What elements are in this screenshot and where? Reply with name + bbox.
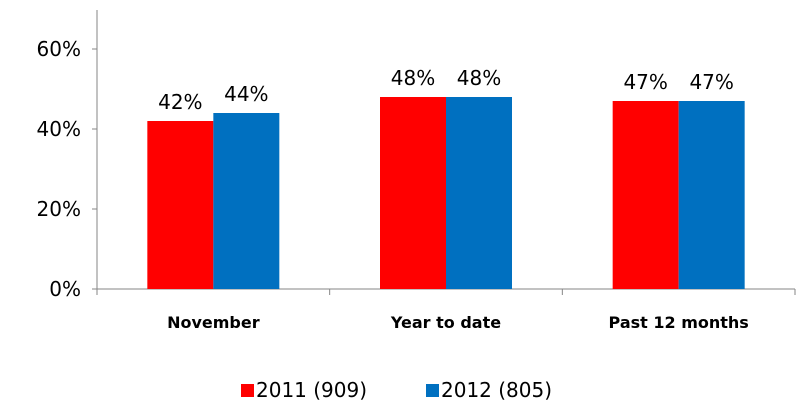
data-label: 42%: [158, 90, 202, 114]
bar-series1-1: [380, 97, 446, 289]
data-label: 48%: [391, 66, 435, 90]
y-tick-label: 40%: [37, 117, 81, 141]
data-label: 47%: [623, 70, 667, 94]
y-tick-label: 0%: [49, 277, 81, 301]
bar-series1-2: [612, 101, 679, 289]
bar-series2-1: [446, 97, 512, 289]
bar-series1-0: [147, 121, 214, 289]
legend-swatch: [426, 384, 439, 397]
category-labels: November Year to date Past 12 months: [167, 313, 749, 332]
bar-series2-0: [213, 113, 280, 289]
data-labels: 42% 44% 48% 48% 47% 47%: [158, 66, 734, 114]
bar-series2-2: [678, 101, 745, 289]
y-axis-ticks: 0% 20% 40% 60%: [37, 37, 97, 301]
chart-bars: [147, 97, 745, 289]
legend: 2011 (909) 2012 (805): [241, 378, 552, 402]
legend-swatch: [241, 384, 254, 397]
legend-label: 2012 (805): [441, 378, 552, 402]
data-label: 44%: [224, 82, 268, 106]
y-tick-label: 20%: [37, 197, 81, 221]
legend-label: 2011 (909): [256, 378, 367, 402]
category-label: Year to date: [390, 313, 501, 332]
data-label: 47%: [689, 70, 733, 94]
category-label: November: [167, 313, 260, 332]
data-label: 48%: [457, 66, 501, 90]
category-label: Past 12 months: [609, 313, 749, 332]
y-tick-label: 60%: [37, 37, 81, 61]
